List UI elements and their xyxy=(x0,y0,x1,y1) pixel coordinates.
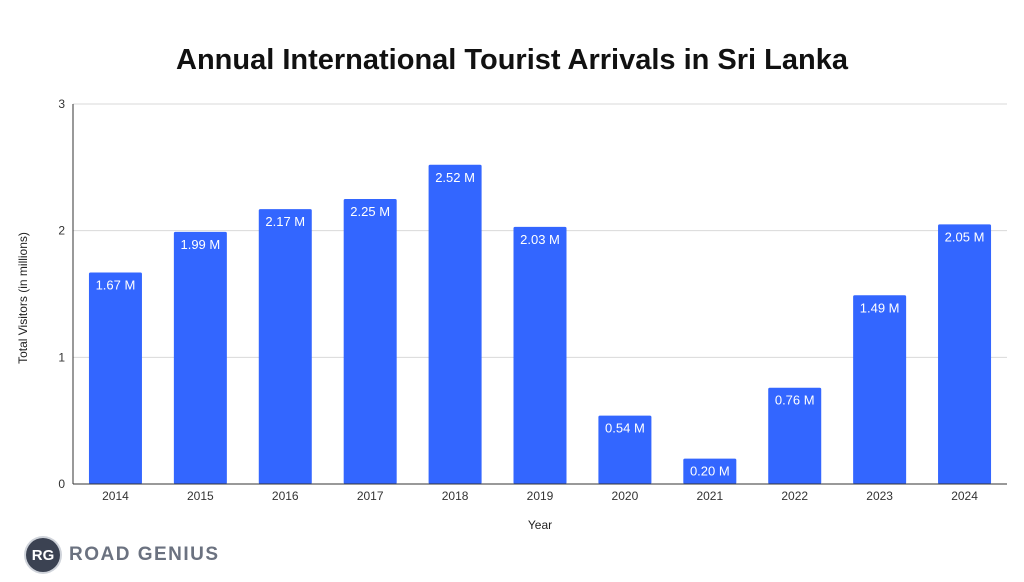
bars xyxy=(88,164,992,485)
data-label: 2.52 M xyxy=(435,170,475,185)
x-tick-label: 2017 xyxy=(357,489,384,503)
x-axis-title: Year xyxy=(528,518,552,532)
bar-2018 xyxy=(428,164,482,485)
x-tick-label: 2016 xyxy=(272,489,299,503)
brand-logo: RG ROAD GENIUS xyxy=(26,536,220,574)
data-label: 1.67 M xyxy=(96,277,136,292)
y-tick-label: 0 xyxy=(58,477,65,491)
data-label: 0.76 M xyxy=(775,393,815,408)
axes: 0 1 2 3 2014 2015 2016 2017 2018 2019 2020 2021 2022… xyxy=(58,97,1007,503)
bar-2021 xyxy=(683,458,737,484)
x-tick-label: 2022 xyxy=(781,489,808,503)
brand-badge: RG xyxy=(26,538,60,572)
y-tick-label: 3 xyxy=(58,97,65,111)
brand-name: ROAD GENIUS xyxy=(69,544,220,565)
data-label: 2.25 M xyxy=(350,204,390,219)
data-label: 2.17 M xyxy=(265,214,305,229)
data-label: 2.03 M xyxy=(520,232,560,247)
bar-2024 xyxy=(938,224,992,485)
bar-2015 xyxy=(173,231,227,484)
x-tick-label: 2023 xyxy=(866,489,893,503)
x-tick-label: 2020 xyxy=(612,489,639,503)
x-tick-label: 2019 xyxy=(527,489,554,503)
bar-2014 xyxy=(88,272,142,484)
y-tick-label: 1 xyxy=(58,350,65,364)
data-label: 2.05 M xyxy=(945,229,985,244)
x-tick-label: 2021 xyxy=(696,489,723,503)
data-label: 0.54 M xyxy=(605,421,645,436)
bar-2019 xyxy=(513,226,567,484)
data-labels: 1.67 M 1.99 M 2.17 M 2.25 M 2.52 M 2.03 M 0.54… xyxy=(96,170,985,479)
x-tick-label: 2014 xyxy=(102,489,129,503)
bar-2020 xyxy=(598,415,652,484)
bar-2023 xyxy=(853,295,907,484)
y-tick-label: 2 xyxy=(58,224,65,238)
bar-2022 xyxy=(768,387,822,484)
bar-2016 xyxy=(258,209,312,484)
y-axis-title: Total Visitors (in millions) xyxy=(16,232,30,364)
chart-title: Annual International Tourist Arrivals in… xyxy=(176,44,848,76)
x-tick-label: 2015 xyxy=(187,489,214,503)
data-label: 1.99 M xyxy=(180,237,220,252)
x-tick-label: 2018 xyxy=(442,489,469,503)
data-label: 0.20 M xyxy=(690,464,730,479)
data-label: 1.49 M xyxy=(860,300,900,315)
x-tick-label: 2024 xyxy=(951,489,978,503)
bar-2017 xyxy=(343,199,397,484)
